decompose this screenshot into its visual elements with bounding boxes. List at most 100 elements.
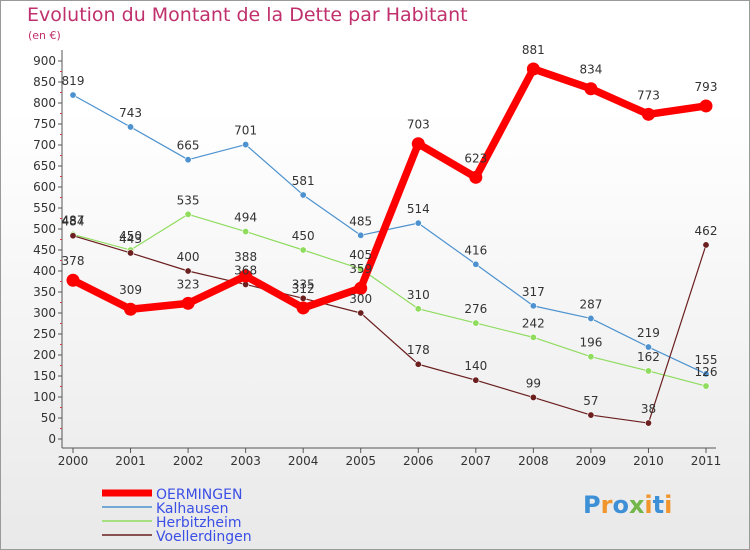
y-tick-label: 550 <box>33 201 56 215</box>
data-point-kalhausen <box>242 141 250 149</box>
data-label-kalhausen: 581 <box>292 174 315 188</box>
data-label-kalhausen: 819 <box>62 74 85 88</box>
data-label-oermingen: 703 <box>407 118 430 132</box>
data-label-oermingen: 623 <box>464 151 487 165</box>
data-point-herbitzheim <box>299 246 307 254</box>
logo-letter: r <box>600 491 613 519</box>
chart-title: Evolution du Montant de la Dette par Hab… <box>27 4 468 26</box>
series-line-herbitzheim <box>72 213 707 387</box>
data-point-kalhausen <box>127 123 135 131</box>
logo-letter: x <box>628 491 645 519</box>
legend-label-herbitzheim: Herbitzheim <box>156 515 242 531</box>
data-label-voellerdingen: 368 <box>234 263 257 277</box>
y-tick-label: 600 <box>33 180 56 194</box>
data-point-kalhausen <box>587 314 595 322</box>
x-tick-label: 2009 <box>576 454 607 468</box>
data-label-herbitzheim: 405 <box>349 248 372 262</box>
data-label-voellerdingen: 57 <box>583 394 598 408</box>
logo-letter: i <box>664 491 673 519</box>
data-point-kalhausen <box>414 219 422 227</box>
data-label-voellerdingen: 484 <box>62 215 85 229</box>
data-label-kalhausen: 317 <box>522 285 545 299</box>
data-point-voellerdingen <box>69 232 77 240</box>
data-point-herbitzheim <box>529 333 537 341</box>
y-tick-label: 200 <box>33 348 56 362</box>
data-label-kalhausen: 485 <box>349 214 372 228</box>
y-tick-label: 800 <box>33 96 56 110</box>
data-point-herbitzheim <box>702 382 710 390</box>
data-point-kalhausen <box>184 156 192 164</box>
data-label-voellerdingen: 462 <box>695 224 718 238</box>
x-tick-label: 2000 <box>58 454 89 468</box>
data-label-oermingen: 773 <box>637 88 660 102</box>
x-tick-label: 2007 <box>461 454 492 468</box>
data-point-oermingen <box>354 281 368 295</box>
data-point-voellerdingen <box>299 294 307 302</box>
data-label-kalhausen: 665 <box>177 139 200 153</box>
data-label-kalhausen: 287 <box>579 297 602 311</box>
data-point-voellerdingen <box>127 249 135 257</box>
data-point-kalhausen <box>472 260 480 268</box>
y-tick-label: 650 <box>33 159 56 173</box>
data-point-herbitzheim <box>357 265 365 273</box>
series-line-kalhausen <box>72 94 707 375</box>
data-point-oermingen <box>526 62 540 76</box>
data-label-oermingen: 378 <box>62 254 85 268</box>
y-tick-label: 350 <box>33 285 56 299</box>
data-point-oermingen <box>411 137 425 151</box>
data-point-voellerdingen <box>702 241 710 249</box>
y-tick-label: 750 <box>33 117 56 131</box>
data-label-oermingen: 793 <box>695 80 718 94</box>
data-label-oermingen: 323 <box>177 277 200 291</box>
data-label-voellerdingen: 178 <box>407 343 430 357</box>
x-tick-label: 2010 <box>633 454 664 468</box>
data-point-voellerdingen <box>587 411 595 419</box>
x-tick-label: 2004 <box>288 454 319 468</box>
data-point-voellerdingen <box>529 393 537 401</box>
data-point-voellerdingen <box>357 309 365 317</box>
y-tick-label: 300 <box>33 306 56 320</box>
y-tick-label: 100 <box>33 390 56 404</box>
data-point-herbitzheim <box>644 367 652 375</box>
data-label-voellerdingen: 140 <box>464 359 487 373</box>
data-point-herbitzheim <box>414 305 422 313</box>
y-tick-label: 250 <box>33 327 56 341</box>
data-point-kalhausen <box>529 302 537 310</box>
data-point-herbitzheim <box>184 210 192 218</box>
logo-letter: t <box>652 491 665 519</box>
x-tick-label: 2006 <box>403 454 434 468</box>
data-point-oermingen <box>124 302 138 316</box>
data-label-voellerdingen: 443 <box>119 232 142 246</box>
data-point-kalhausen <box>299 191 307 199</box>
data-point-oermingen <box>469 170 483 184</box>
data-label-herbitzheim: 196 <box>579 336 602 350</box>
data-label-oermingen: 388 <box>234 250 257 264</box>
y-tick-label: 900 <box>33 54 56 68</box>
data-point-oermingen <box>584 82 598 96</box>
data-point-kalhausen <box>702 370 710 378</box>
y-tick-label: 450 <box>33 243 56 257</box>
data-label-oermingen: 834 <box>579 63 602 77</box>
data-label-herbitzheim: 162 <box>637 350 660 364</box>
data-label-voellerdingen: 99 <box>526 376 541 390</box>
data-label-oermingen: 359 <box>349 262 372 276</box>
data-label-herbitzheim: 276 <box>464 302 487 316</box>
data-label-kalhausen: 514 <box>407 202 430 216</box>
data-label-kalhausen: 701 <box>234 124 257 138</box>
y-tick-label: 400 <box>33 264 56 278</box>
x-tick-label: 2003 <box>230 454 261 468</box>
data-point-voellerdingen <box>472 376 480 384</box>
data-label-herbitzheim: 535 <box>177 193 200 207</box>
data-label-kalhausen: 155 <box>695 353 718 367</box>
data-label-oermingen: 881 <box>522 43 545 57</box>
x-tick-label: 2001 <box>115 454 146 468</box>
data-label-oermingen: 309 <box>119 283 142 297</box>
data-point-oermingen <box>66 273 80 287</box>
data-point-oermingen <box>641 107 655 121</box>
y-tick-label: 500 <box>33 222 56 236</box>
data-point-oermingen <box>181 296 195 310</box>
series-line-voellerdingen <box>72 235 707 424</box>
data-point-voellerdingen <box>644 419 652 427</box>
y-tick-label: 50 <box>41 411 56 425</box>
